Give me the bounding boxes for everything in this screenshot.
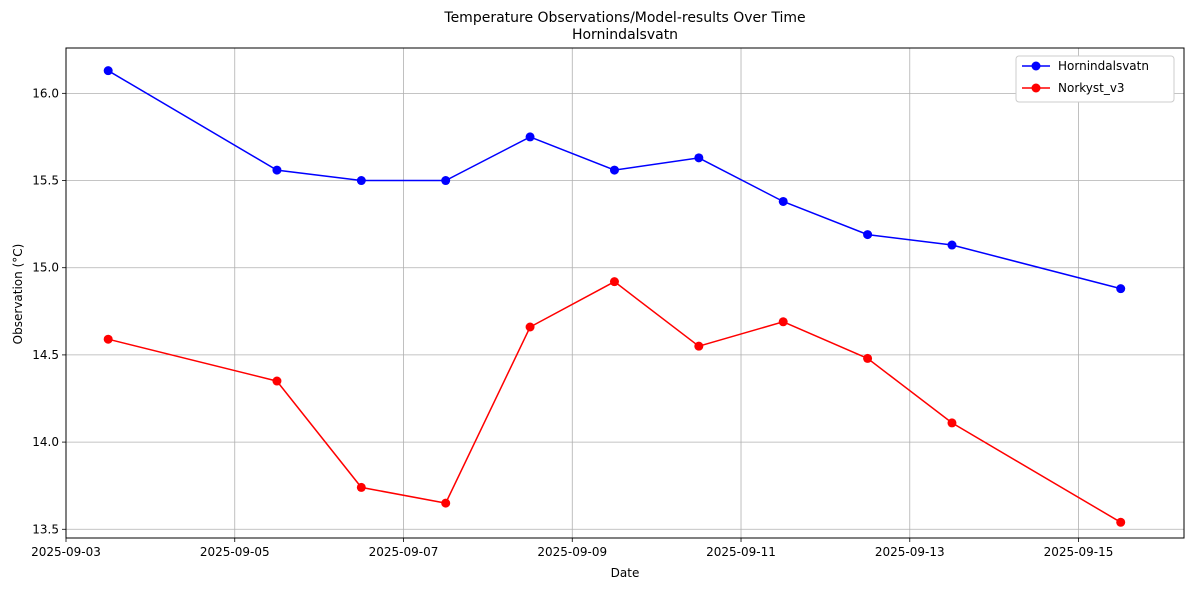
data-point-norkyst-v3 (441, 498, 451, 508)
data-point-hornindalsvatn (694, 153, 704, 163)
series-layer (103, 66, 1126, 527)
data-point-hornindalsvatn (863, 230, 873, 240)
legend-box (1015, 55, 1175, 103)
plot-frame (65, 47, 1185, 539)
x-axis-title: Date (611, 566, 640, 580)
data-point-norkyst-v3 (694, 341, 704, 351)
legend-marker-hornindalsvatn (1031, 61, 1041, 71)
chart-title: Temperature Observations/Model-results O… (443, 10, 805, 26)
axis-ticks: 2025-09-03 2025-09-05 2025-09-07 2025-09-09… (31, 86, 1113, 559)
y-tick-label: 14.5 (32, 348, 59, 362)
x-tick-label: 2025-09-15 (1044, 545, 1114, 559)
data-point-hornindalsvatn (778, 196, 788, 206)
data-point-norkyst-v3 (356, 482, 366, 492)
y-tick-label: 14.0 (32, 435, 59, 449)
legend: Hornindalsvatn Norkyst_v3 (1015, 55, 1175, 103)
y-axis-title: Observation (°C) (11, 244, 25, 345)
y-tick-label: 16.0 (32, 86, 59, 100)
chart-subtitle: Hornindalsvatn (572, 27, 678, 43)
legend-marker-norkyst (1031, 83, 1041, 93)
data-point-hornindalsvatn (103, 66, 113, 76)
data-point-hornindalsvatn (272, 165, 282, 175)
legend-label-norkyst: Norkyst_v3 (1058, 81, 1125, 95)
data-point-hornindalsvatn (947, 240, 957, 250)
x-tick-label: 2025-09-05 (200, 545, 270, 559)
y-tick-label: 15.0 (32, 261, 59, 275)
data-point-norkyst-v3 (272, 376, 282, 386)
data-point-hornindalsvatn (1116, 284, 1126, 294)
series-line-norkyst-v3 (108, 280, 1122, 523)
data-point-norkyst-v3 (1116, 517, 1126, 527)
data-point-norkyst-v3 (863, 353, 873, 363)
x-tick-label: 2025-09-13 (875, 545, 945, 559)
data-point-norkyst-v3 (609, 277, 619, 287)
data-point-norkyst-v3 (947, 418, 957, 428)
data-point-hornindalsvatn (356, 176, 366, 186)
y-tick-label: 15.5 (32, 174, 59, 188)
data-point-norkyst-v3 (778, 317, 788, 327)
grid (65, 48, 1184, 538)
series-line-hornindalsvatn (107, 70, 1121, 290)
x-tick-label: 2025-09-11 (706, 545, 776, 559)
data-point-norkyst-v3 (103, 334, 113, 344)
x-tick-label: 2025-09-03 (31, 545, 101, 559)
data-point-norkyst-v3 (525, 322, 535, 332)
x-tick-label: 2025-09-09 (537, 545, 607, 559)
data-point-hornindalsvatn (609, 165, 619, 175)
x-tick-label: 2025-09-07 (369, 545, 439, 559)
data-point-hornindalsvatn (441, 176, 451, 186)
y-tick-label: 13.5 (32, 522, 59, 536)
data-point-hornindalsvatn (525, 132, 535, 142)
legend-label-hornindalsvatn: Hornindalsvatn (1058, 59, 1149, 73)
